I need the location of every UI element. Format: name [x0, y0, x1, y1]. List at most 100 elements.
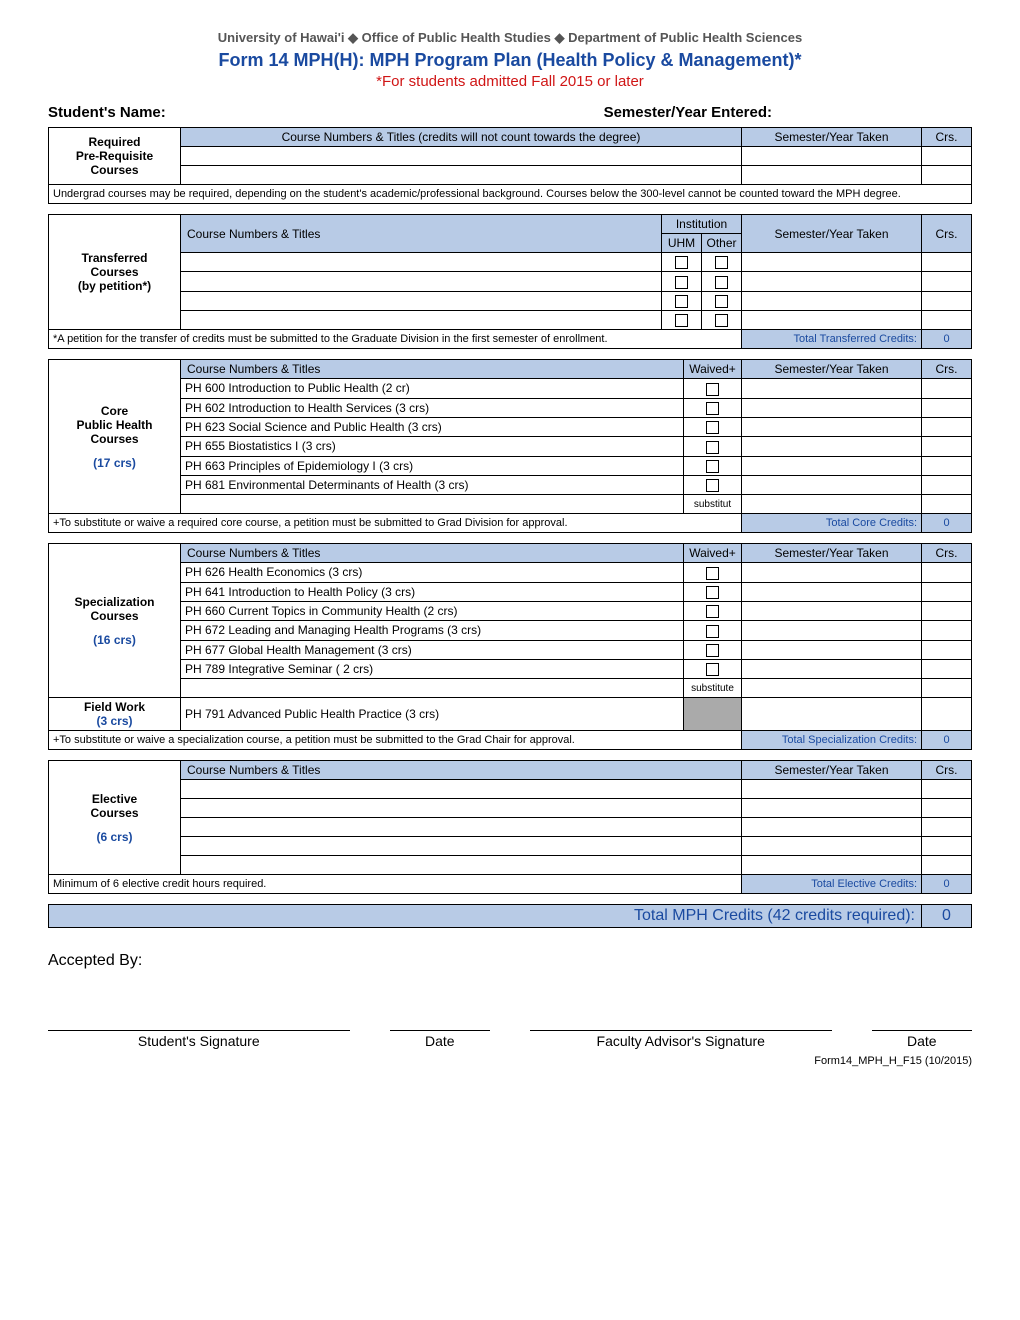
- waived-checkbox[interactable]: [706, 460, 719, 473]
- core-course: PH 600 Introduction to Public Health (2 …: [181, 379, 684, 398]
- spec-sem-input[interactable]: [742, 582, 922, 601]
- uhm-checkbox[interactable]: [675, 256, 688, 269]
- waived-checkbox[interactable]: [706, 663, 719, 676]
- waived-checkbox[interactable]: [706, 644, 719, 657]
- core-sem-input[interactable]: [742, 437, 922, 456]
- transfer-course-input[interactable]: [181, 310, 662, 329]
- waived-checkbox[interactable]: [706, 567, 719, 580]
- elective-crs-input[interactable]: [922, 837, 972, 856]
- transfer-course-input[interactable]: [181, 253, 662, 272]
- core-substitute-input[interactable]: [181, 495, 684, 514]
- elective-sem-input[interactable]: [742, 818, 922, 837]
- uhm-checkbox[interactable]: [675, 295, 688, 308]
- fieldwork-label: Field Work: [53, 700, 176, 714]
- core-crs-input[interactable]: [922, 398, 972, 417]
- core-sem-input[interactable]: [742, 398, 922, 417]
- transfer-course-input[interactable]: [181, 291, 662, 310]
- spec-sem-input[interactable]: [742, 679, 922, 698]
- waived-checkbox[interactable]: [706, 421, 719, 434]
- prereq-sem-input[interactable]: [742, 166, 922, 185]
- core-crs-input[interactable]: [922, 495, 972, 514]
- specialization-table: Specialization Courses (16 crs) Course N…: [48, 543, 972, 750]
- other-checkbox[interactable]: [715, 314, 728, 327]
- waived-checkbox[interactable]: [706, 586, 719, 599]
- prereq-course-input[interactable]: [181, 147, 742, 166]
- spec-course: PH 660 Current Topics in Community Healt…: [181, 601, 684, 620]
- core-sem-input[interactable]: [742, 417, 922, 436]
- spec-sem-input[interactable]: [742, 601, 922, 620]
- spec-crs-input[interactable]: [922, 582, 972, 601]
- core-crs-input[interactable]: [922, 379, 972, 398]
- elective-crs-input[interactable]: [922, 799, 972, 818]
- col-sem-taken: Semester/Year Taken: [742, 761, 922, 780]
- core-sem-input[interactable]: [742, 475, 922, 494]
- other-checkbox[interactable]: [715, 295, 728, 308]
- spec-course: PH 626 Health Economics (3 crs): [181, 563, 684, 582]
- faculty-signature-line[interactable]: [530, 1030, 832, 1031]
- elective-course-input[interactable]: [181, 856, 742, 875]
- prereq-sem-input[interactable]: [742, 147, 922, 166]
- spec-sem-input[interactable]: [742, 640, 922, 659]
- elective-crs-input[interactable]: [922, 856, 972, 875]
- waived-checkbox[interactable]: [706, 383, 719, 396]
- waived-checkbox[interactable]: [706, 479, 719, 492]
- spec-crs-input[interactable]: [922, 621, 972, 640]
- transfer-crs-input[interactable]: [922, 272, 972, 291]
- spec-crs-input[interactable]: [922, 640, 972, 659]
- elective-course-input[interactable]: [181, 837, 742, 856]
- spec-sem-input[interactable]: [742, 563, 922, 582]
- spec-credits: (16 crs): [53, 633, 176, 647]
- spec-crs-input[interactable]: [922, 679, 972, 698]
- fieldwork-crs-input[interactable]: [922, 698, 972, 731]
- waived-checkbox[interactable]: [706, 402, 719, 415]
- transfer-sem-input[interactable]: [742, 272, 922, 291]
- core-crs-input[interactable]: [922, 456, 972, 475]
- date-line[interactable]: [872, 1030, 973, 1031]
- prereq-course-input[interactable]: [181, 166, 742, 185]
- student-signature-line[interactable]: [48, 1030, 350, 1031]
- waived-checkbox[interactable]: [706, 605, 719, 618]
- transfer-sem-input[interactable]: [742, 291, 922, 310]
- other-checkbox[interactable]: [715, 276, 728, 289]
- core-sem-input[interactable]: [742, 495, 922, 514]
- uhm-checkbox[interactable]: [675, 314, 688, 327]
- elective-sem-input[interactable]: [742, 856, 922, 875]
- transfer-sem-input[interactable]: [742, 310, 922, 329]
- core-crs-input[interactable]: [922, 437, 972, 456]
- prereq-crs-input[interactable]: [922, 147, 972, 166]
- transfer-course-input[interactable]: [181, 272, 662, 291]
- elective-course-input[interactable]: [181, 799, 742, 818]
- other-checkbox[interactable]: [715, 256, 728, 269]
- core-crs-input[interactable]: [922, 475, 972, 494]
- spec-crs-input[interactable]: [922, 601, 972, 620]
- spec-crs-input[interactable]: [922, 659, 972, 678]
- date-line[interactable]: [390, 1030, 491, 1031]
- spec-crs-input[interactable]: [922, 563, 972, 582]
- waived-checkbox[interactable]: [706, 625, 719, 638]
- total-core-label: Total Core Credits:: [742, 514, 922, 533]
- elective-crs-input[interactable]: [922, 818, 972, 837]
- uhm-checkbox[interactable]: [675, 276, 688, 289]
- elective-course-input[interactable]: [181, 818, 742, 837]
- elective-course-input[interactable]: [181, 780, 742, 799]
- core-sem-input[interactable]: [742, 379, 922, 398]
- elective-sem-input[interactable]: [742, 799, 922, 818]
- spec-substitute-input[interactable]: [181, 679, 684, 698]
- waived-checkbox[interactable]: [706, 441, 719, 454]
- fieldwork-sem-input[interactable]: [742, 698, 922, 731]
- core-sem-input[interactable]: [742, 456, 922, 475]
- core-note: +To substitute or waive a required core …: [49, 514, 742, 533]
- spec-sem-input[interactable]: [742, 659, 922, 678]
- transfer-crs-input[interactable]: [922, 310, 972, 329]
- grand-total-table: Total MPH Credits (42 credits required):…: [48, 904, 972, 928]
- prereq-crs-input[interactable]: [922, 166, 972, 185]
- core-crs-input[interactable]: [922, 417, 972, 436]
- transfer-crs-input[interactable]: [922, 253, 972, 272]
- elective-sem-input[interactable]: [742, 780, 922, 799]
- transfer-crs-input[interactable]: [922, 291, 972, 310]
- transfer-sem-input[interactable]: [742, 253, 922, 272]
- spec-sem-input[interactable]: [742, 621, 922, 640]
- elective-crs-input[interactable]: [922, 780, 972, 799]
- core-course: PH 663 Principles of Epidemiology I (3 c…: [181, 456, 684, 475]
- elective-sem-input[interactable]: [742, 837, 922, 856]
